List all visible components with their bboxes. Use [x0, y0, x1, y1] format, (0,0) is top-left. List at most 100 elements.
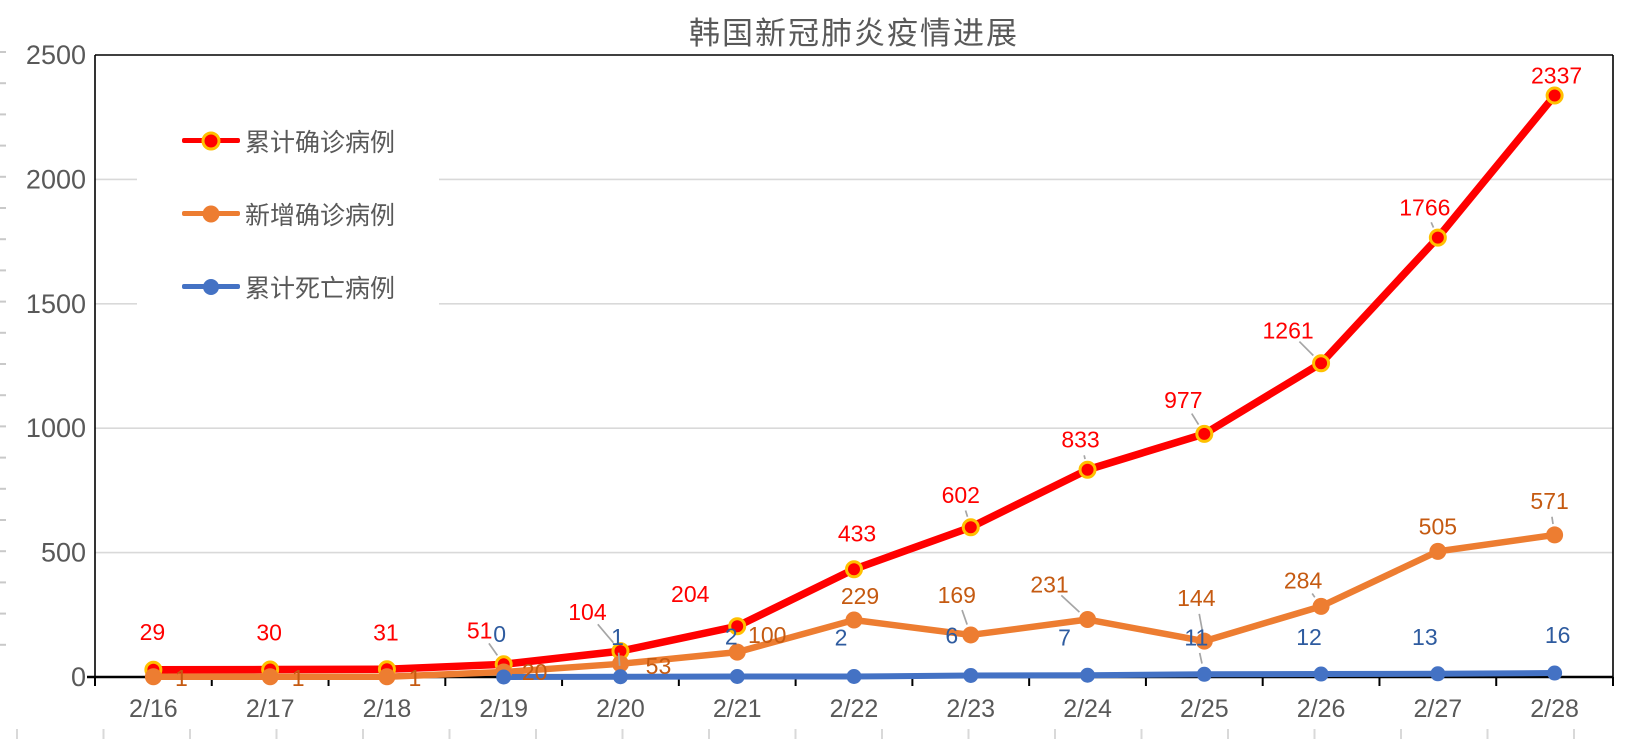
data-point-marker: [728, 617, 747, 636]
data-point-marker: [1313, 666, 1329, 682]
data-label: 231: [1030, 572, 1068, 598]
data-point-marker: [845, 560, 863, 579]
legend-marker-dot-blue: [203, 278, 219, 295]
y-tick-label: 2500: [26, 40, 86, 70]
data-label: 30: [256, 620, 282, 646]
x-tick-label: 2/25: [1180, 695, 1229, 723]
x-tick-label: 2/20: [596, 695, 645, 723]
legend-item-cumulative-deaths: 累计死亡病例: [137, 262, 439, 311]
x-tick-label: 2/27: [1414, 695, 1463, 723]
data-label: 13: [1412, 624, 1438, 650]
x-tick-label: 2/18: [363, 695, 412, 723]
data-label: 2: [835, 625, 848, 651]
data-label: 833: [1061, 427, 1099, 453]
data-label: 169: [938, 582, 976, 608]
legend-line-swatch-red: [182, 131, 240, 150]
data-point-marker: [1079, 611, 1097, 629]
data-label: 229: [841, 583, 879, 609]
data-label: 7: [1058, 624, 1071, 650]
data-label: 16: [1545, 622, 1571, 648]
data-label: 20: [522, 659, 548, 685]
data-point-marker: [1196, 666, 1212, 682]
data-point-marker: [1078, 460, 1097, 479]
y-tick-label: 1500: [26, 289, 86, 319]
data-label: 2337: [1531, 63, 1582, 89]
data-label-leader-line: [1083, 455, 1086, 460]
y-tick-label: 2000: [26, 164, 86, 194]
data-point-marker: [1312, 354, 1331, 373]
data-point-marker: [261, 668, 279, 686]
data-point-marker: [1545, 86, 1564, 105]
data-point-marker: [962, 626, 980, 644]
legend-label: 累计死亡病例: [245, 274, 396, 303]
data-label: 1: [175, 665, 188, 691]
data-label: 571: [1530, 488, 1568, 514]
data-label: 1766: [1399, 195, 1450, 221]
data-point-marker: [1546, 526, 1564, 544]
data-point-marker: [612, 669, 628, 685]
data-label: 11: [1184, 624, 1208, 650]
x-tick-label: 2/22: [830, 695, 879, 723]
data-label-leader-line: [1551, 516, 1554, 525]
data-point-marker: [1195, 632, 1213, 650]
data-label-leader-line: [1198, 652, 1203, 664]
y-tick-label: 0: [71, 662, 86, 692]
data-point-marker: [378, 668, 396, 686]
data-label: 6: [945, 623, 958, 649]
x-tick-label: 2/26: [1297, 695, 1346, 723]
data-label: 53: [646, 653, 672, 679]
legend-item-new-confirmed: 新增确诊病例: [137, 189, 439, 238]
data-label-leader-line: [1190, 413, 1200, 426]
data-point-marker: [611, 655, 629, 673]
data-label-leader-line: [1298, 340, 1314, 357]
data-point-marker: [1430, 666, 1446, 682]
data-label-leader-line: [1198, 613, 1204, 631]
x-tick-label: 2/21: [713, 695, 762, 723]
data-point-marker: [845, 611, 863, 629]
legend-marker-dot-red: [201, 131, 221, 150]
x-tick-label: 2/19: [479, 695, 528, 723]
data-point-marker: [963, 668, 979, 684]
data-label: 505: [1419, 513, 1457, 539]
data-label-leader-line: [1060, 594, 1081, 613]
data-label-leader-line: [488, 642, 499, 656]
data-label: 1: [409, 665, 422, 691]
data-label: 29: [140, 619, 166, 645]
data-label: 104: [568, 599, 607, 625]
data-point-marker: [1428, 228, 1447, 247]
data-label-leader-line: [1430, 221, 1435, 228]
x-tick-label: 2/28: [1530, 695, 1579, 723]
data-label-leader-line: [1311, 593, 1316, 598]
data-point-marker: [1547, 665, 1563, 681]
data-label: 204: [671, 581, 710, 607]
data-point-marker: [496, 669, 512, 685]
legend-item-cumulative-confirmed: 累计确诊病例: [137, 116, 439, 165]
data-label: 51: [467, 617, 493, 643]
data-label: 144: [1177, 585, 1216, 611]
data-label: 12: [1296, 624, 1322, 650]
data-label: 433: [838, 520, 876, 546]
data-point-marker: [729, 669, 745, 685]
data-point-marker: [1312, 597, 1330, 615]
legend-label: 累计确诊病例: [245, 128, 396, 157]
data-label-leader-line: [617, 652, 621, 666]
legend-line-swatch-blue: [182, 278, 240, 295]
data-point-marker: [846, 669, 862, 685]
legend-marker-dot-orange: [202, 205, 220, 222]
data-label: 977: [1164, 387, 1202, 413]
data-point-marker: [961, 518, 980, 537]
y-tick-label: 1000: [26, 413, 86, 443]
data-label-leader-line: [964, 510, 969, 517]
legend: 累计确诊病例 新增确诊病例 累计死亡病例: [137, 96, 439, 331]
chart-title: 韩国新冠肺炎疫情进展: [689, 16, 1019, 51]
data-label-leader-line: [961, 609, 968, 625]
data-point-marker: [728, 643, 746, 661]
series-line-2: [500, 670, 1558, 680]
data-label: 2: [725, 624, 738, 650]
data-label: 31: [373, 619, 399, 645]
data-label: 284: [1284, 567, 1323, 593]
data-point-marker: [1080, 667, 1096, 683]
data-label: 1: [611, 624, 624, 650]
